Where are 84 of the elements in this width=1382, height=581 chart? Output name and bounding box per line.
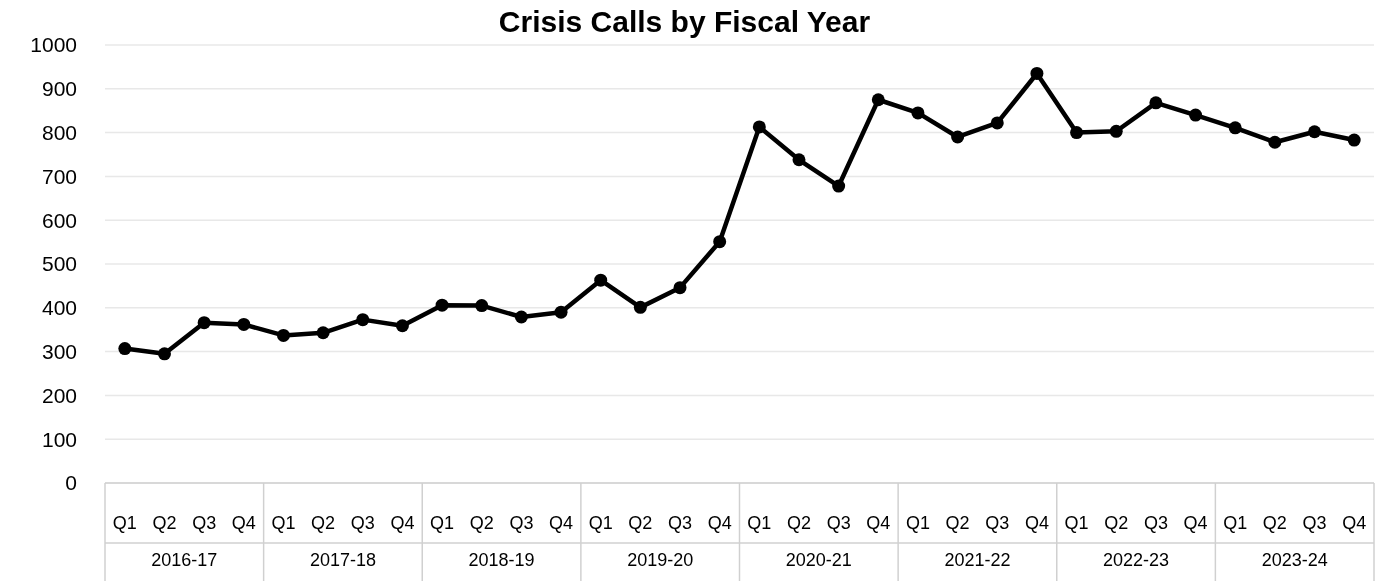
point [951, 130, 965, 144]
point [752, 120, 766, 134]
point [673, 281, 687, 295]
y-tick-label: 800 [41, 120, 77, 144]
point [594, 273, 608, 287]
text: 2016-17 [151, 550, 218, 570]
x-tick-label: Q3 [985, 513, 1010, 533]
y-tick-label: 0 [65, 471, 77, 495]
point [832, 179, 846, 193]
y-tick-label: 1000 [30, 33, 77, 57]
point [713, 235, 727, 249]
x-tick-label: Q1 [588, 513, 613, 533]
x-tick-label: Q4 [1183, 513, 1208, 533]
point [1228, 121, 1242, 135]
x-tick-label: Q3 [350, 513, 375, 533]
point [435, 298, 449, 312]
x-tick-label: Q2 [628, 513, 653, 533]
x-tick-label: Q2 [1262, 513, 1287, 533]
y-tick-label: 100 [41, 427, 77, 451]
x-tick-label: Q2 [786, 513, 811, 533]
x-tick-label: Q4 [390, 513, 415, 533]
point [276, 328, 290, 342]
x-tick-label: Q4 [231, 513, 256, 533]
point [1109, 124, 1123, 138]
x-tick-label: Q4 [707, 513, 732, 533]
point [157, 347, 171, 361]
text: 2017-18 [309, 550, 376, 570]
point [475, 299, 489, 313]
x-tick-label: Q4 [866, 513, 891, 533]
text: 2019-20 [627, 550, 694, 570]
x-tick-label: Q1 [905, 513, 930, 533]
point [990, 116, 1004, 130]
point [356, 313, 370, 327]
x-tick-label: Q2 [469, 513, 494, 533]
x-tick-label: Q2 [945, 513, 970, 533]
y-tick-label: 400 [41, 296, 77, 320]
x-tick-label: Q3 [509, 513, 534, 533]
point [1189, 108, 1203, 122]
text: 2023-24 [1261, 550, 1328, 570]
x-tick-label: Q3 [668, 513, 693, 533]
point [1070, 126, 1084, 140]
point [554, 305, 568, 319]
x-tick-label: Q3 [192, 513, 217, 533]
x-tick-label: Q1 [112, 513, 137, 533]
x-tick-label: Q3 [1302, 513, 1327, 533]
x-tick-label: Q1 [1223, 513, 1248, 533]
point [1030, 66, 1044, 80]
x-tick-label: Q4 [1024, 513, 1049, 533]
y-tick-label: 600 [41, 208, 77, 232]
text: 2018-19 [468, 550, 535, 570]
chart-title: Crisis Calls by Fiscal Year [498, 5, 871, 38]
y-tick-label: 700 [41, 164, 77, 188]
x-tick-label: Q1 [271, 513, 296, 533]
point [514, 310, 528, 324]
point [633, 300, 647, 314]
y-tick-label: 500 [41, 252, 77, 276]
point [911, 106, 925, 120]
x-tick-label: Q1 [430, 513, 455, 533]
y-tick-label: 200 [41, 383, 77, 407]
text: 2020-21 [785, 550, 852, 570]
x-tick-label: Q3 [826, 513, 851, 533]
point [118, 342, 132, 356]
x-tick-label: Q1 [747, 513, 772, 533]
point [1308, 125, 1322, 139]
point [395, 319, 409, 333]
point [1268, 135, 1282, 149]
x-tick-label: Q4 [549, 513, 574, 533]
text: 2021-22 [944, 550, 1011, 570]
y-tick-label: 300 [41, 339, 77, 363]
point [1149, 96, 1163, 110]
x-tick-label: Q2 [1104, 513, 1129, 533]
text: 2022-23 [1103, 550, 1170, 570]
x-tick-label: Q3 [1143, 513, 1168, 533]
point [237, 317, 251, 331]
point [316, 326, 330, 340]
point [871, 93, 885, 107]
x-tick-label: Q2 [152, 513, 177, 533]
x-tick-label: Q2 [311, 513, 336, 533]
point [197, 316, 211, 330]
x-tick-label: Q4 [1342, 513, 1367, 533]
y-tick-label: 900 [41, 77, 77, 101]
x-tick-label: Q1 [1064, 513, 1089, 533]
point [792, 153, 806, 167]
point [1347, 133, 1361, 147]
